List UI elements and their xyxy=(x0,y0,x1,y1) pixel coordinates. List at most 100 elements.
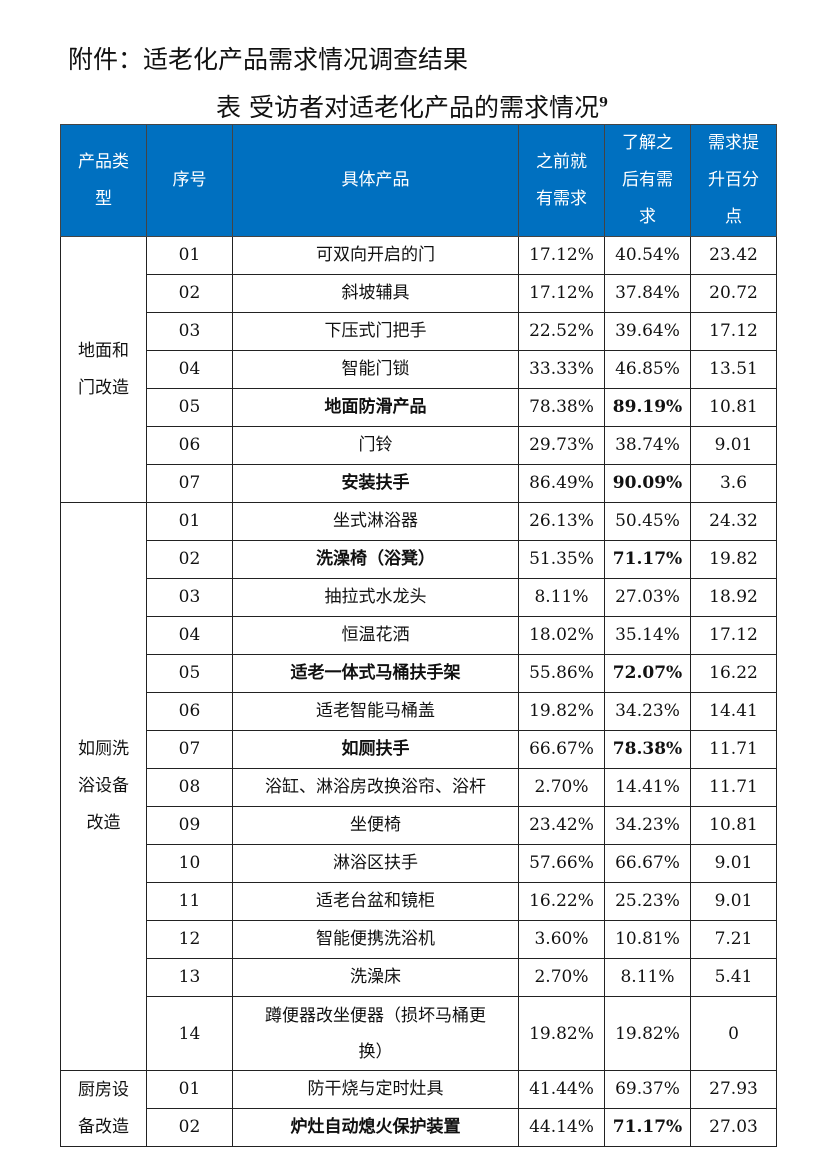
increase-cell: 27.03 xyxy=(690,1108,777,1147)
number-cell: 01 xyxy=(146,502,233,541)
product-cell: 炉灶自动熄火保护装置 xyxy=(232,1108,519,1147)
table-row: 07 安装扶手 86.49% 90.09% 3.6 xyxy=(61,464,777,503)
before-cell: 41.44% xyxy=(518,1070,605,1109)
product-cell: 洗澡床 xyxy=(232,958,519,997)
after-cell: 19.82% xyxy=(604,996,691,1071)
col-header-no: 序号 xyxy=(146,124,233,237)
increase-cell: 9.01 xyxy=(690,844,777,883)
col-header-before: 之前就有需求 xyxy=(518,124,605,237)
number-cell: 04 xyxy=(146,616,233,655)
table-body: 地面和门改造 01 可双向开启的门 17.12% 40.54% 23.42 02 斜坡辅具 17… xyxy=(60,236,777,1147)
after-cell: 40.54% xyxy=(604,236,691,275)
table-caption: 表 受访者对适老化产品的需求情况9 xyxy=(0,88,824,124)
attachment-title: 附件：适老化产品需求情况调查结果 xyxy=(68,45,469,74)
after-cell: 69.37% xyxy=(604,1070,691,1109)
after-cell: 8.11% xyxy=(604,958,691,997)
number-cell: 01 xyxy=(146,236,233,275)
increase-cell: 13.51 xyxy=(690,350,777,389)
after-cell: 50.45% xyxy=(604,502,691,541)
increase-cell: 17.12 xyxy=(690,616,777,655)
after-cell: 66.67% xyxy=(604,844,691,883)
caption-footnote: 9 xyxy=(598,95,608,111)
number-cell: 03 xyxy=(146,578,233,617)
before-cell: 78.38% xyxy=(518,388,605,427)
increase-cell: 0 xyxy=(690,996,777,1071)
after-cell: 78.38% xyxy=(604,730,691,769)
before-cell: 22.52% xyxy=(518,312,605,351)
after-cell: 34.23% xyxy=(604,692,691,731)
before-cell: 51.35% xyxy=(518,540,605,579)
number-cell: 02 xyxy=(146,274,233,313)
product-cell: 可双向开启的门 xyxy=(232,236,519,275)
product-cell: 抽拉式水龙头 xyxy=(232,578,519,617)
table-row: 05 地面防滑产品 78.38% 89.19% 10.81 xyxy=(61,388,777,427)
number-cell: 02 xyxy=(146,540,233,579)
before-cell: 57.66% xyxy=(518,844,605,883)
product-cell: 门铃 xyxy=(232,426,519,465)
product-cell: 智能便携洗浴机 xyxy=(232,920,519,959)
table-row: 厨房设备改造 01 防干烧与定时灶具 41.44% 69.37% 27.93 xyxy=(60,1070,777,1147)
after-cell: 27.03% xyxy=(604,578,691,617)
caption-text: 表 受访者对适老化产品的需求情况 xyxy=(216,93,599,122)
number-cell: 04 xyxy=(146,350,233,389)
table-row: 02 斜坡辅具 17.12% 37.84% 20.72 xyxy=(61,274,777,313)
increase-cell: 17.12 xyxy=(690,312,777,351)
before-cell: 18.02% xyxy=(518,616,605,655)
number-cell: 09 xyxy=(146,806,233,845)
table-row: 11 适老台盆和镜柜 16.22% 25.23% 9.01 xyxy=(61,882,777,921)
product-cell: 如厕扶手 xyxy=(232,730,519,769)
after-cell: 34.23% xyxy=(604,806,691,845)
increase-cell: 7.21 xyxy=(690,920,777,959)
table-row: 02 炉灶自动熄火保护装置 44.14% 71.17% 27.03 xyxy=(61,1108,777,1147)
before-cell: 19.82% xyxy=(518,692,605,731)
before-cell: 17.12% xyxy=(518,236,605,275)
increase-cell: 11.71 xyxy=(690,768,777,807)
table-row: 04 恒温花洒 18.02% 35.14% 17.12 xyxy=(61,616,777,655)
after-cell: 46.85% xyxy=(604,350,691,389)
number-cell: 02 xyxy=(146,1108,233,1147)
col-header-increase: 需求提升百分点 xyxy=(690,124,777,237)
demand-table: 产品类型 序号 具体产品 之前就有需求 了解之后有需求 需求提升百分点 地面和门… xyxy=(60,124,777,1147)
table-row: 13 洗澡床 2.70% 8.11% 5.41 xyxy=(61,958,777,997)
table-row: 地面和门改造 01 可双向开启的门 17.12% 40.54% 23.42 xyxy=(60,236,777,503)
before-cell: 2.70% xyxy=(518,958,605,997)
increase-cell: 24.32 xyxy=(690,502,777,541)
col-header-product: 具体产品 xyxy=(232,124,519,237)
number-cell: 14 xyxy=(146,996,233,1071)
table-row: 04 智能门锁 33.33% 46.85% 13.51 xyxy=(61,350,777,389)
number-cell: 11 xyxy=(146,882,233,921)
increase-cell: 23.42 xyxy=(690,236,777,275)
before-cell: 3.60% xyxy=(518,920,605,959)
table-row: 02 洗澡椅（浴凳） 51.35% 71.17% 19.82 xyxy=(61,540,777,579)
increase-cell: 27.93 xyxy=(690,1070,777,1109)
table-row: 如厕洗浴设备改造 01 坐式淋浴器 26.13% 50.45% 24.32 xyxy=(60,502,777,1071)
after-cell: 35.14% xyxy=(604,616,691,655)
number-cell: 05 xyxy=(146,388,233,427)
after-cell: 39.64% xyxy=(604,312,691,351)
before-cell: 16.22% xyxy=(518,882,605,921)
increase-cell: 10.81 xyxy=(690,388,777,427)
product-cell: 蹲便器改坐便器（损坏马桶更换） xyxy=(232,996,519,1071)
table-row: 09 坐便椅 23.42% 34.23% 10.81 xyxy=(61,806,777,845)
number-cell: 01 xyxy=(146,1070,233,1109)
before-cell: 2.70% xyxy=(518,768,605,807)
product-cell: 防干烧与定时灶具 xyxy=(232,1070,519,1109)
increase-cell: 9.01 xyxy=(690,882,777,921)
number-cell: 03 xyxy=(146,312,233,351)
number-cell: 08 xyxy=(146,768,233,807)
product-cell: 斜坡辅具 xyxy=(232,274,519,313)
increase-cell: 3.6 xyxy=(690,464,777,503)
product-cell: 下压式门把手 xyxy=(232,312,519,351)
before-cell: 23.42% xyxy=(518,806,605,845)
product-cell: 淋浴区扶手 xyxy=(232,844,519,883)
number-cell: 10 xyxy=(146,844,233,883)
before-cell: 55.86% xyxy=(518,654,605,693)
product-cell: 洗澡椅（浴凳） xyxy=(232,540,519,579)
after-cell: 37.84% xyxy=(604,274,691,313)
before-cell: 17.12% xyxy=(518,274,605,313)
increase-cell: 9.01 xyxy=(690,426,777,465)
number-cell: 12 xyxy=(146,920,233,959)
product-cell: 浴缸、淋浴房改换浴帘、浴杆 xyxy=(232,768,519,807)
increase-cell: 10.81 xyxy=(690,806,777,845)
col-header-category: 产品类型 xyxy=(60,124,147,237)
